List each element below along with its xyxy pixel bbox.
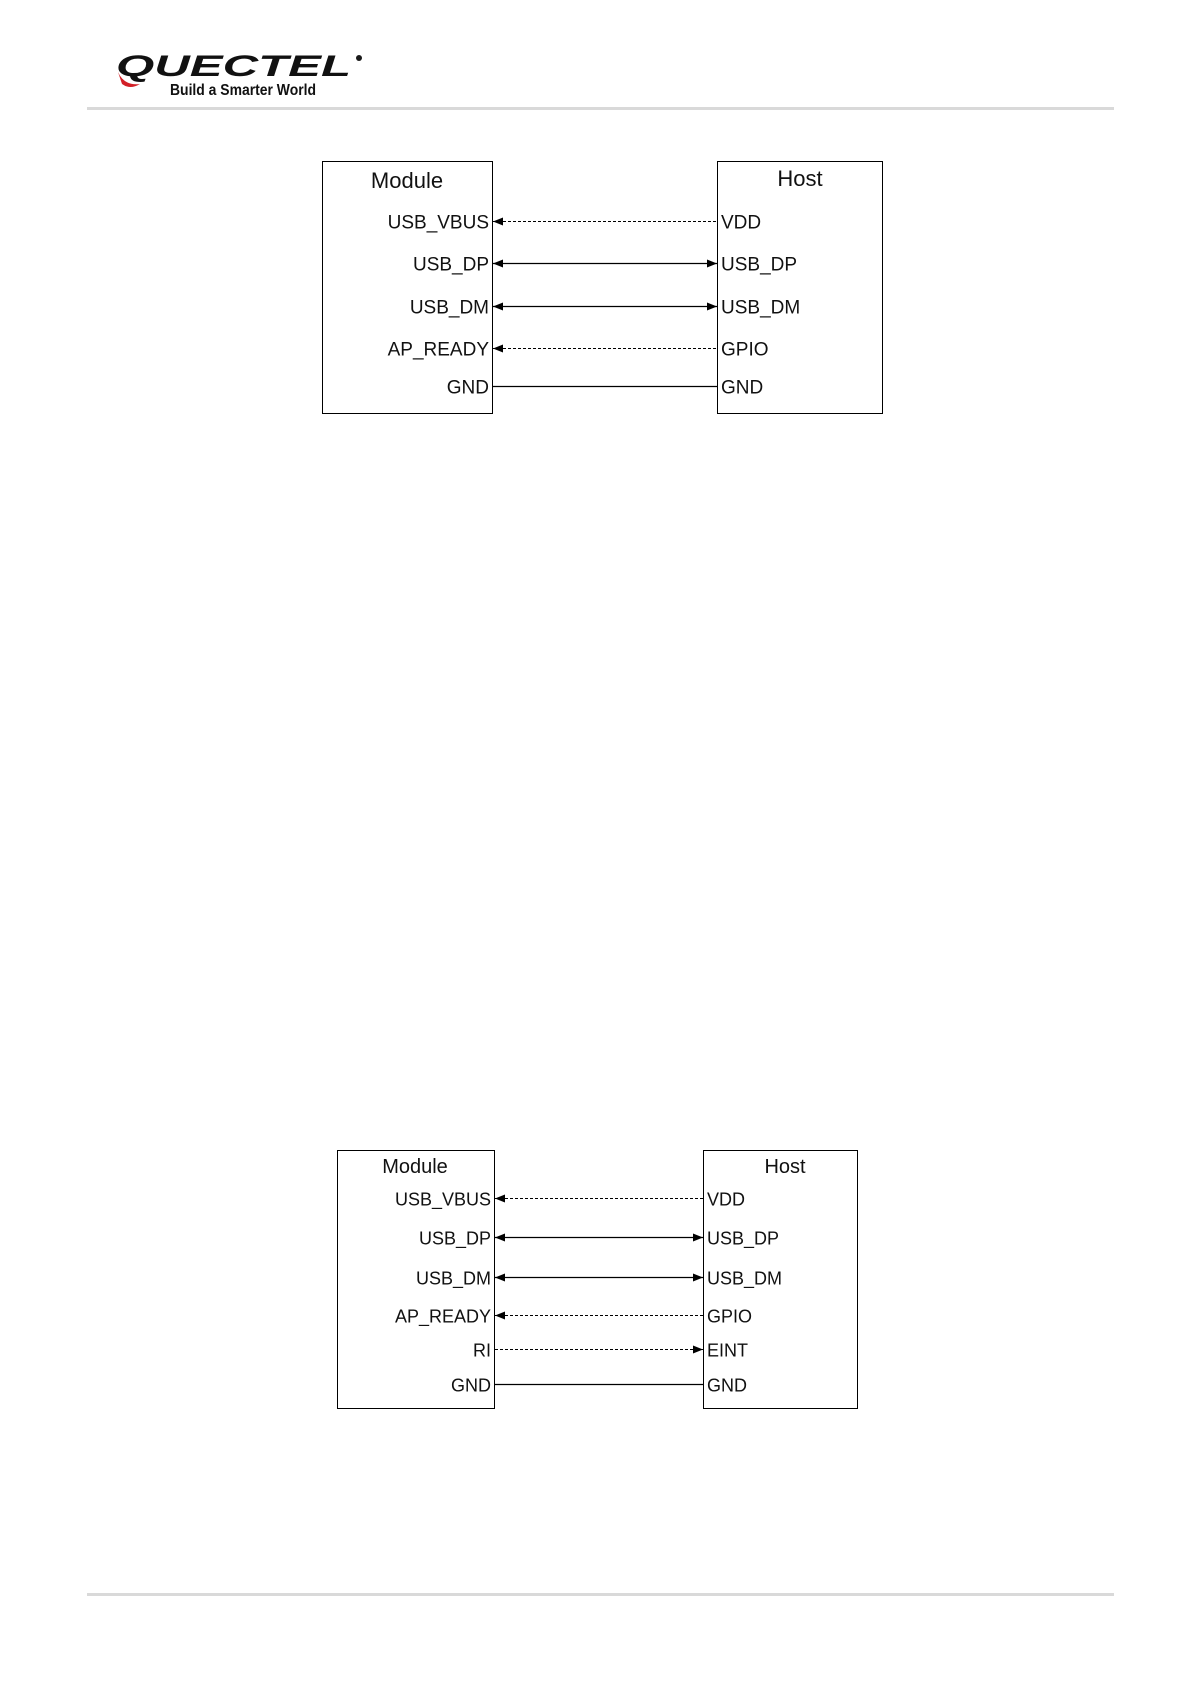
registered-mark-icon xyxy=(356,55,362,61)
module-title: Module xyxy=(382,1156,448,1178)
module-title: Module xyxy=(371,168,443,193)
logo-tagline: Build a Smarter World xyxy=(170,82,316,99)
logo-swoosh-icon xyxy=(118,72,140,87)
connection-row: AP_READY GPIO xyxy=(388,340,769,361)
host-box xyxy=(717,161,883,414)
host-pin-label: VDD xyxy=(721,213,761,234)
module-pin-label: USB_DP xyxy=(413,255,489,276)
host-pin-label: GND xyxy=(721,378,763,399)
connection-row: USB_VBUS VDD xyxy=(388,213,762,234)
connection-row: USB_VBUS VDD xyxy=(395,1190,745,1211)
module-pin-label: GND xyxy=(451,1376,491,1396)
host-pin-label: VDD xyxy=(707,1190,745,1210)
module-pin-label: USB_VBUS xyxy=(388,213,489,234)
module-pin-label: AP_READY xyxy=(395,1307,491,1328)
host-title: Host xyxy=(777,166,822,191)
module-pin-label: USB_DP xyxy=(419,1229,491,1250)
host-pin-label: USB_DM xyxy=(707,1269,782,1290)
host-pin-label: GND xyxy=(707,1376,747,1396)
host-pin-label: USB_DM xyxy=(721,298,800,319)
module-box xyxy=(322,161,493,414)
footer-rule xyxy=(87,1593,1114,1596)
host-box xyxy=(703,1150,858,1409)
host-pin-label: EINT xyxy=(707,1341,748,1361)
host-pin-label: USB_DP xyxy=(721,255,797,276)
connection-row: USB_DP USB_DP xyxy=(419,1229,779,1250)
host-pin-label: GPIO xyxy=(721,340,769,361)
module-pin-label: USB_DM xyxy=(410,298,489,319)
host-pin-label: USB_DP xyxy=(707,1229,779,1250)
connection-row: USB_DM USB_DM xyxy=(410,298,800,319)
header-rule xyxy=(87,107,1114,110)
module-pin-label: RI xyxy=(473,1341,491,1361)
connection-row: RI EINT xyxy=(473,1341,748,1361)
host-pin-label: GPIO xyxy=(707,1307,752,1327)
module-pin-label: USB_DM xyxy=(416,1269,491,1290)
connection-row: USB_DP USB_DP xyxy=(413,255,797,276)
connection-row: GND GND xyxy=(447,378,763,399)
connection-row: GND GND xyxy=(451,1376,747,1396)
connection-row: USB_DM USB_DM xyxy=(416,1269,782,1290)
logo-wordmark: QUECTEL xyxy=(116,50,351,83)
module-pin-label: GND xyxy=(447,378,489,399)
module-pin-label: USB_VBUS xyxy=(395,1190,491,1211)
quectel-logo: QUECTEL Build a Smarter World xyxy=(116,50,386,100)
module-pin-label: AP_READY xyxy=(388,340,490,361)
host-title: Host xyxy=(764,1156,806,1178)
connection-row: AP_READY GPIO xyxy=(395,1307,752,1328)
module-box xyxy=(337,1150,495,1409)
